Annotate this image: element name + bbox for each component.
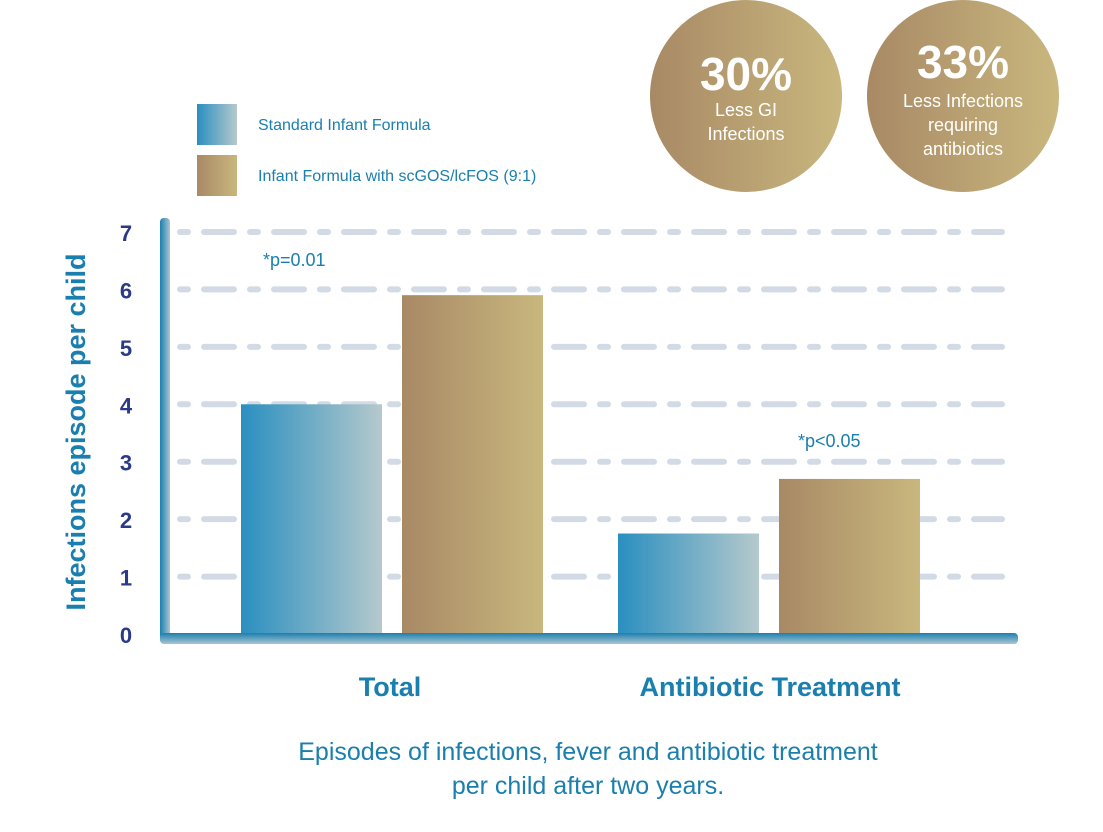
- bar-scgos-0: [402, 295, 543, 634]
- x-tick-label-antibiotic: Antibiotic Treatment: [639, 672, 900, 702]
- badge-text: Infections: [707, 124, 784, 144]
- x-tick-label-total: Total: [359, 672, 422, 702]
- bar-standard-1: [618, 533, 759, 634]
- legend-swatch-standard: [197, 104, 237, 145]
- chart-title-line-2: per child after two years.: [452, 772, 724, 800]
- y-tick-label: 6: [120, 278, 132, 303]
- bar-scgos-1: [779, 478, 920, 634]
- y-tick-label: 4: [120, 393, 133, 418]
- legend-label-scgos: Infant Formula with scGOS/lcFOS (9:1): [258, 168, 536, 185]
- chart-title-line-1: Episodes of infections, fever and antibi…: [298, 738, 878, 766]
- y-tick-label: 5: [120, 336, 132, 361]
- badge-value: 33%: [917, 36, 1009, 88]
- badge-text: antibiotics: [923, 139, 1003, 159]
- y-axis-label: Infections episode per child: [61, 253, 91, 610]
- badge-text: requiring: [928, 115, 998, 135]
- x-axis-line: [160, 633, 1018, 644]
- annotation-p-total: *p=0.01: [263, 250, 326, 270]
- y-tick-label: 2: [120, 508, 132, 533]
- bar-standard-0: [241, 404, 382, 634]
- badge-33: 33% Less Infections requiring antibiotic…: [867, 0, 1059, 192]
- y-tick-labels: 0 1 2 3 4 5 6 7: [120, 221, 133, 648]
- y-tick-label: 1: [120, 566, 132, 591]
- legend-label-standard: Standard Infant Formula: [258, 117, 431, 134]
- y-tick-label: 0: [120, 623, 132, 648]
- bars: [241, 295, 920, 634]
- badge-text: Less GI: [715, 100, 777, 120]
- y-axis-line: [160, 218, 170, 643]
- badge-text: Less Infections: [903, 91, 1023, 111]
- badge-30: 30% Less GI Infections: [650, 0, 842, 192]
- annotation-p-antibiotic: *p<0.05: [798, 431, 861, 451]
- badge-value: 30%: [700, 48, 792, 100]
- legend-swatch-scgos: [197, 155, 237, 196]
- y-tick-label: 7: [120, 221, 132, 246]
- y-tick-label: 3: [120, 451, 132, 476]
